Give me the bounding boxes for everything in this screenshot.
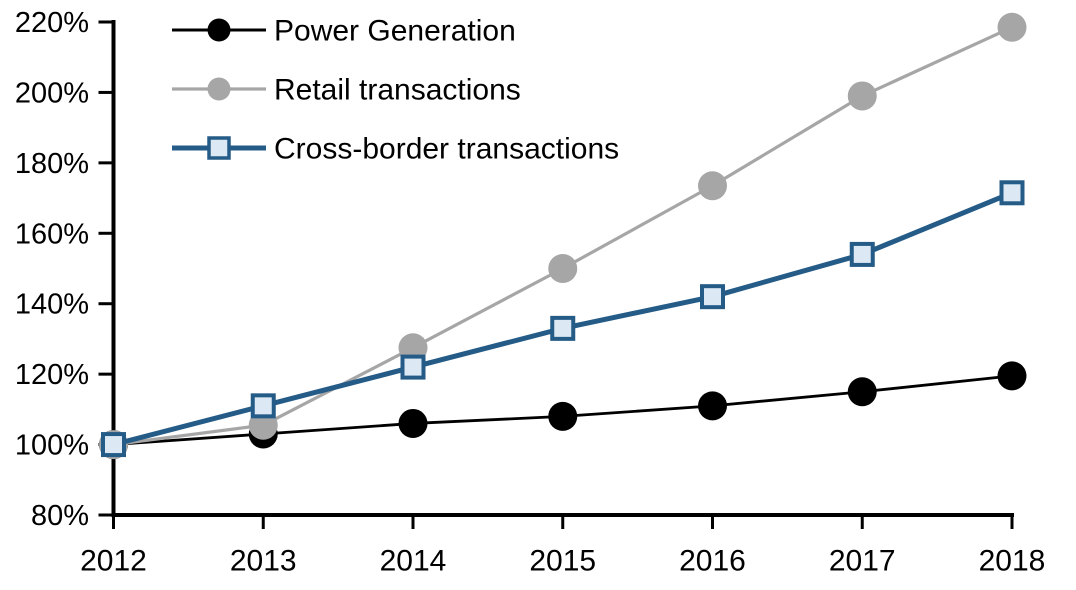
series-marker-power-generation	[548, 401, 578, 431]
y-tick-label: 140%	[15, 289, 89, 321]
x-tick-label: 2013	[230, 545, 297, 578]
x-tick-label: 2018	[979, 545, 1046, 578]
x-tick-label: 2017	[829, 545, 896, 578]
y-tick-label: 200%	[15, 77, 89, 109]
legend-marker-power-generation	[207, 18, 231, 42]
series-marker-retail-transactions	[847, 81, 877, 111]
legend-label-cross-border-transactions: Cross-border transactions	[274, 133, 619, 166]
series-marker-power-generation	[847, 377, 877, 407]
x-tick-label: 2012	[80, 545, 147, 578]
y-tick-label: 100%	[15, 430, 89, 462]
y-tick-label: 180%	[15, 148, 89, 180]
legend-label-retail-transactions: Retail transactions	[274, 74, 521, 107]
series-marker-cross-border-transactions	[849, 241, 875, 267]
legend-marker-retail-transactions	[207, 77, 231, 101]
y-tick-label: 80%	[31, 500, 89, 532]
y-tick-label: 120%	[15, 359, 89, 391]
series-marker-power-generation	[698, 391, 727, 421]
series-marker-cross-border-transactions	[999, 180, 1025, 206]
series-marker-cross-border-transactions	[250, 393, 276, 419]
x-tick-label: 2015	[529, 545, 596, 578]
series-marker-cross-border-transactions	[101, 432, 126, 458]
legend-marker-cross-border-transactions	[207, 136, 231, 160]
y-tick-label: 220%	[15, 7, 89, 39]
series-marker-retail-transactions	[698, 171, 727, 201]
series-marker-cross-border-transactions	[400, 354, 426, 380]
series-marker-cross-border-transactions	[700, 284, 725, 310]
series-marker-retail-transactions	[997, 12, 1027, 42]
series-marker-power-generation	[997, 361, 1027, 391]
y-tick-label: 160%	[15, 218, 89, 250]
legend-label-power-generation: Power Generation	[274, 15, 516, 48]
x-tick-label: 2014	[380, 545, 447, 578]
series-marker-cross-border-transactions	[550, 315, 576, 341]
x-tick-label: 2016	[679, 545, 746, 578]
series-marker-retail-transactions	[548, 254, 578, 283]
series-marker-power-generation	[398, 408, 428, 438]
